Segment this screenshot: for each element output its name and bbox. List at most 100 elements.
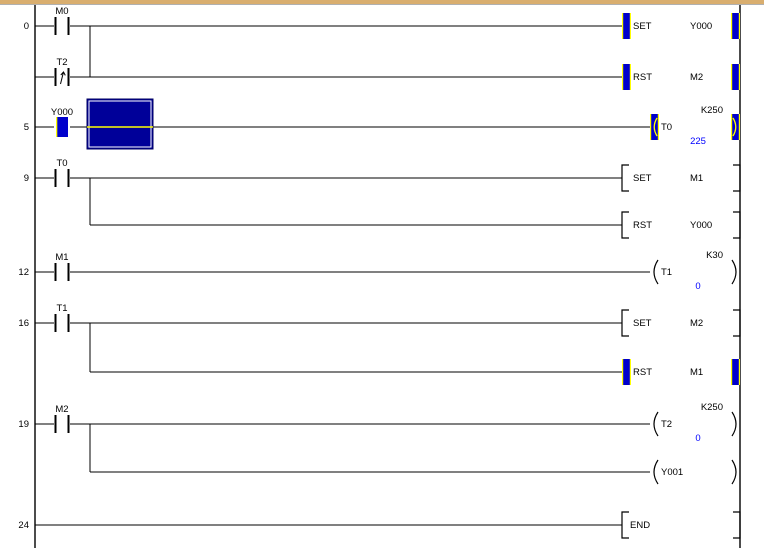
contact-label: T0	[56, 158, 67, 169]
energized-accent	[738, 359, 740, 385]
rising-pulse-arrow	[60, 71, 66, 85]
energized-accent	[731, 359, 733, 385]
instruction-RST-M1[interactable]: RST M1	[622, 359, 740, 385]
timer-current-value: 225	[690, 136, 706, 147]
energized-accent	[731, 64, 733, 90]
contact-label: T2	[56, 57, 67, 68]
energized-mark	[731, 64, 740, 90]
rung-5: 5 Y000 T0 K250 225	[24, 98, 740, 150]
close-bracket	[733, 511, 741, 539]
energized-contact	[56, 117, 68, 137]
energized-mark	[731, 13, 740, 39]
rung-16: 16 T1 SET M2 RST M1	[18, 303, 741, 385]
energized-accent	[738, 13, 740, 39]
rung-0: 0 M0 SET Y000 T2 RST M2	[24, 6, 740, 90]
energized-mark	[731, 359, 740, 385]
contact-label: T1	[56, 303, 67, 314]
instruction-SET-M2[interactable]: SET M2	[621, 309, 741, 337]
instruction-T2[interactable]: T2 K250 0	[653, 402, 737, 444]
rung-number: 5	[24, 122, 29, 133]
energized-accent	[731, 13, 733, 39]
operand: M1	[690, 367, 703, 378]
energized-accent	[629, 13, 631, 39]
coil-label: T0	[661, 122, 672, 133]
energized-paren	[653, 117, 658, 137]
coil-label: Y001	[661, 467, 683, 478]
close-bracket	[733, 211, 741, 239]
rung-number: 24	[18, 520, 29, 531]
open-bracket	[621, 511, 629, 539]
mnemonic: SET	[633, 318, 652, 329]
timer-setpoint: K250	[701, 402, 723, 413]
energized-accent	[622, 64, 624, 90]
timer-setpoint: K30	[706, 250, 723, 261]
mnemonic: RST	[633, 220, 652, 231]
instruction-SET-Y000[interactable]: SET Y000	[622, 13, 740, 39]
contact-T2[interactable]: T2	[35, 57, 622, 86]
coil-label: T2	[661, 419, 672, 430]
open-bracket	[621, 309, 629, 337]
close-bracket	[733, 309, 741, 337]
open-bracket	[621, 211, 629, 239]
rung-12: 12 M1 T1 K30 0	[18, 250, 737, 292]
rung-number: 9	[24, 173, 29, 184]
mnemonic: END	[630, 520, 650, 531]
mnemonic: SET	[633, 21, 652, 32]
contact-M2[interactable]: M2	[35, 404, 650, 433]
instruction-END[interactable]: END	[621, 511, 741, 539]
open-paren	[653, 411, 659, 437]
mnemonic: RST	[633, 367, 652, 378]
contact-label: M0	[55, 6, 68, 17]
contact-label: Y000	[51, 107, 73, 118]
close-bracket	[733, 164, 741, 192]
operand: M1	[690, 173, 703, 184]
instruction-Y001[interactable]: Y001	[653, 459, 737, 485]
energized-accent	[731, 114, 733, 140]
mnemonic: RST	[633, 72, 652, 83]
contact-T1[interactable]: T1	[35, 303, 622, 332]
rung-19: 19 M2 T2 K250 0 Y001	[18, 402, 737, 485]
open-paren	[653, 459, 659, 485]
contact-M1[interactable]: M1	[35, 252, 650, 281]
instruction-RST-Y000[interactable]: RST Y000	[621, 211, 741, 239]
energized-accent	[650, 114, 652, 140]
energized-accent	[657, 114, 659, 140]
mnemonic: SET	[633, 173, 652, 184]
energized-paren	[732, 117, 737, 137]
instruction-RST-M2[interactable]: RST M2	[622, 64, 740, 90]
instruction-SET-M1[interactable]: SET M1	[621, 164, 741, 192]
contact-label: M2	[55, 404, 68, 415]
contact-label: M1	[55, 252, 68, 263]
close-paren	[731, 411, 737, 437]
selection-cursor[interactable]	[86, 98, 154, 150]
rung-number: 12	[18, 267, 29, 278]
contact-T0[interactable]: T0	[35, 158, 622, 187]
contact-Y000[interactable]: Y000	[35, 107, 650, 137]
canvas-background	[0, 5, 764, 548]
instruction-T1[interactable]: T1 K30 0	[653, 250, 737, 292]
rung-number: 0	[24, 21, 29, 32]
contact-M0[interactable]: M0	[35, 6, 622, 35]
energized-accent	[738, 64, 740, 90]
timer-setpoint: K250	[701, 105, 723, 116]
energized-mark	[622, 64, 631, 90]
operand: Y000	[690, 21, 712, 32]
energized-accent	[629, 359, 631, 385]
rung-number: 16	[18, 318, 29, 329]
coil-label: T1	[661, 267, 672, 278]
rung-24: 24 END	[18, 511, 741, 539]
close-paren	[731, 259, 737, 285]
energized-accent	[622, 13, 624, 39]
close-paren	[731, 459, 737, 485]
instruction-T0[interactable]: T0 K250 225	[650, 105, 740, 147]
operand: M2	[690, 318, 703, 329]
rung-number: 19	[18, 419, 29, 430]
open-paren	[653, 259, 659, 285]
energized-accent	[622, 359, 624, 385]
operand: M2	[690, 72, 703, 83]
window-top-border	[0, 0, 764, 5]
timer-current-value: 0	[695, 433, 700, 444]
energized-mark	[622, 13, 631, 39]
